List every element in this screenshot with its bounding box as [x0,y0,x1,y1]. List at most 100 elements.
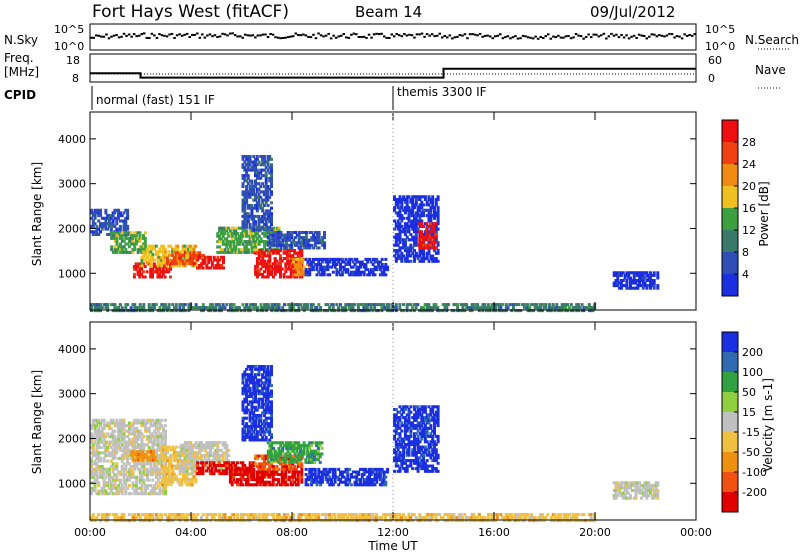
range-cell [97,459,101,463]
range-cell [254,454,258,458]
range-cell [420,257,424,261]
range-cell [192,477,196,481]
range-cell [250,461,254,465]
range-cell [113,208,117,212]
range-cell [158,306,162,310]
range-cell [436,195,440,199]
range-cell [152,265,156,269]
range-cell [207,456,211,460]
range-cell [108,443,111,447]
range-cell [270,303,274,307]
range-cell [243,430,247,434]
range-cell [228,306,232,310]
range-cell [355,265,359,269]
range-cell [499,306,503,310]
range-cell [97,481,101,485]
range-cell [191,467,194,471]
range-cell [187,253,191,257]
range-cell [295,257,299,261]
range-cell [281,241,285,245]
range-cell [369,306,373,310]
range-cell [259,392,263,396]
range-cell [230,470,234,474]
range-cell [291,270,295,274]
range-cell [243,214,247,218]
range-cell [391,309,395,313]
range-cell [194,480,198,484]
range-cell [131,250,135,254]
range-cell [273,478,277,482]
range-cell [140,418,144,422]
range-cell [228,240,232,244]
range-cell [250,204,254,207]
range-cell [93,230,97,234]
range-cell [108,435,111,439]
range-cell [303,243,306,247]
range-cell [108,486,111,490]
range-cell [139,455,143,459]
range-cell [119,234,122,238]
range-cell [302,309,306,313]
range-cell [268,475,272,479]
range-cell [219,248,223,252]
range-cell [102,421,106,425]
range-cell [254,160,257,164]
range-cell [113,236,117,240]
range-cell [113,454,117,458]
range-cell [430,309,434,313]
range-cell [245,395,249,398]
range-cell [526,306,530,310]
range-cell [277,231,281,234]
range-cell [156,275,160,279]
range-cell [137,453,141,456]
range-cell [93,429,97,433]
range-cell [291,478,295,482]
range-cell [173,259,176,263]
range-cell [111,224,115,228]
range-cell [398,254,402,258]
range-cell [108,454,111,458]
range-cell [236,461,239,465]
range-cell [348,257,352,261]
nsky-point [471,33,474,36]
range-cell [153,244,156,248]
range-cell [248,163,252,167]
range-cell [421,309,425,313]
range-cell [133,484,137,488]
range-cell [271,465,275,468]
range-cell [349,306,353,310]
range-cell [261,275,265,279]
power-colorbar-tick-label: 12 [742,224,756,237]
range-cell [132,455,136,459]
range-cell [124,224,128,228]
range-cell [95,230,99,234]
range-cell [136,432,140,436]
range-cell [452,309,456,313]
range-cell [261,483,264,487]
range-cell [582,306,586,310]
range-cell [287,465,291,468]
range-cell [367,309,371,313]
range-cell [91,446,95,449]
range-cell [396,224,400,228]
range-cell [250,206,254,210]
range-cell [163,440,167,444]
range-cell [420,309,424,313]
range-cell [286,254,290,258]
nsky-point [456,35,459,38]
range-cell [118,486,122,490]
range-cell [632,279,636,282]
range-cell [246,433,250,436]
range-cell [261,220,265,224]
range-cell [254,414,257,417]
range-cell [144,244,148,248]
range-cell [99,303,102,307]
range-cell [232,475,236,479]
range-cell [136,248,140,252]
range-cell [647,279,651,282]
range-cell [636,286,640,290]
range-cell [257,378,261,382]
range-cell [266,241,270,245]
range-cell [194,472,198,476]
range-cell [126,456,130,460]
